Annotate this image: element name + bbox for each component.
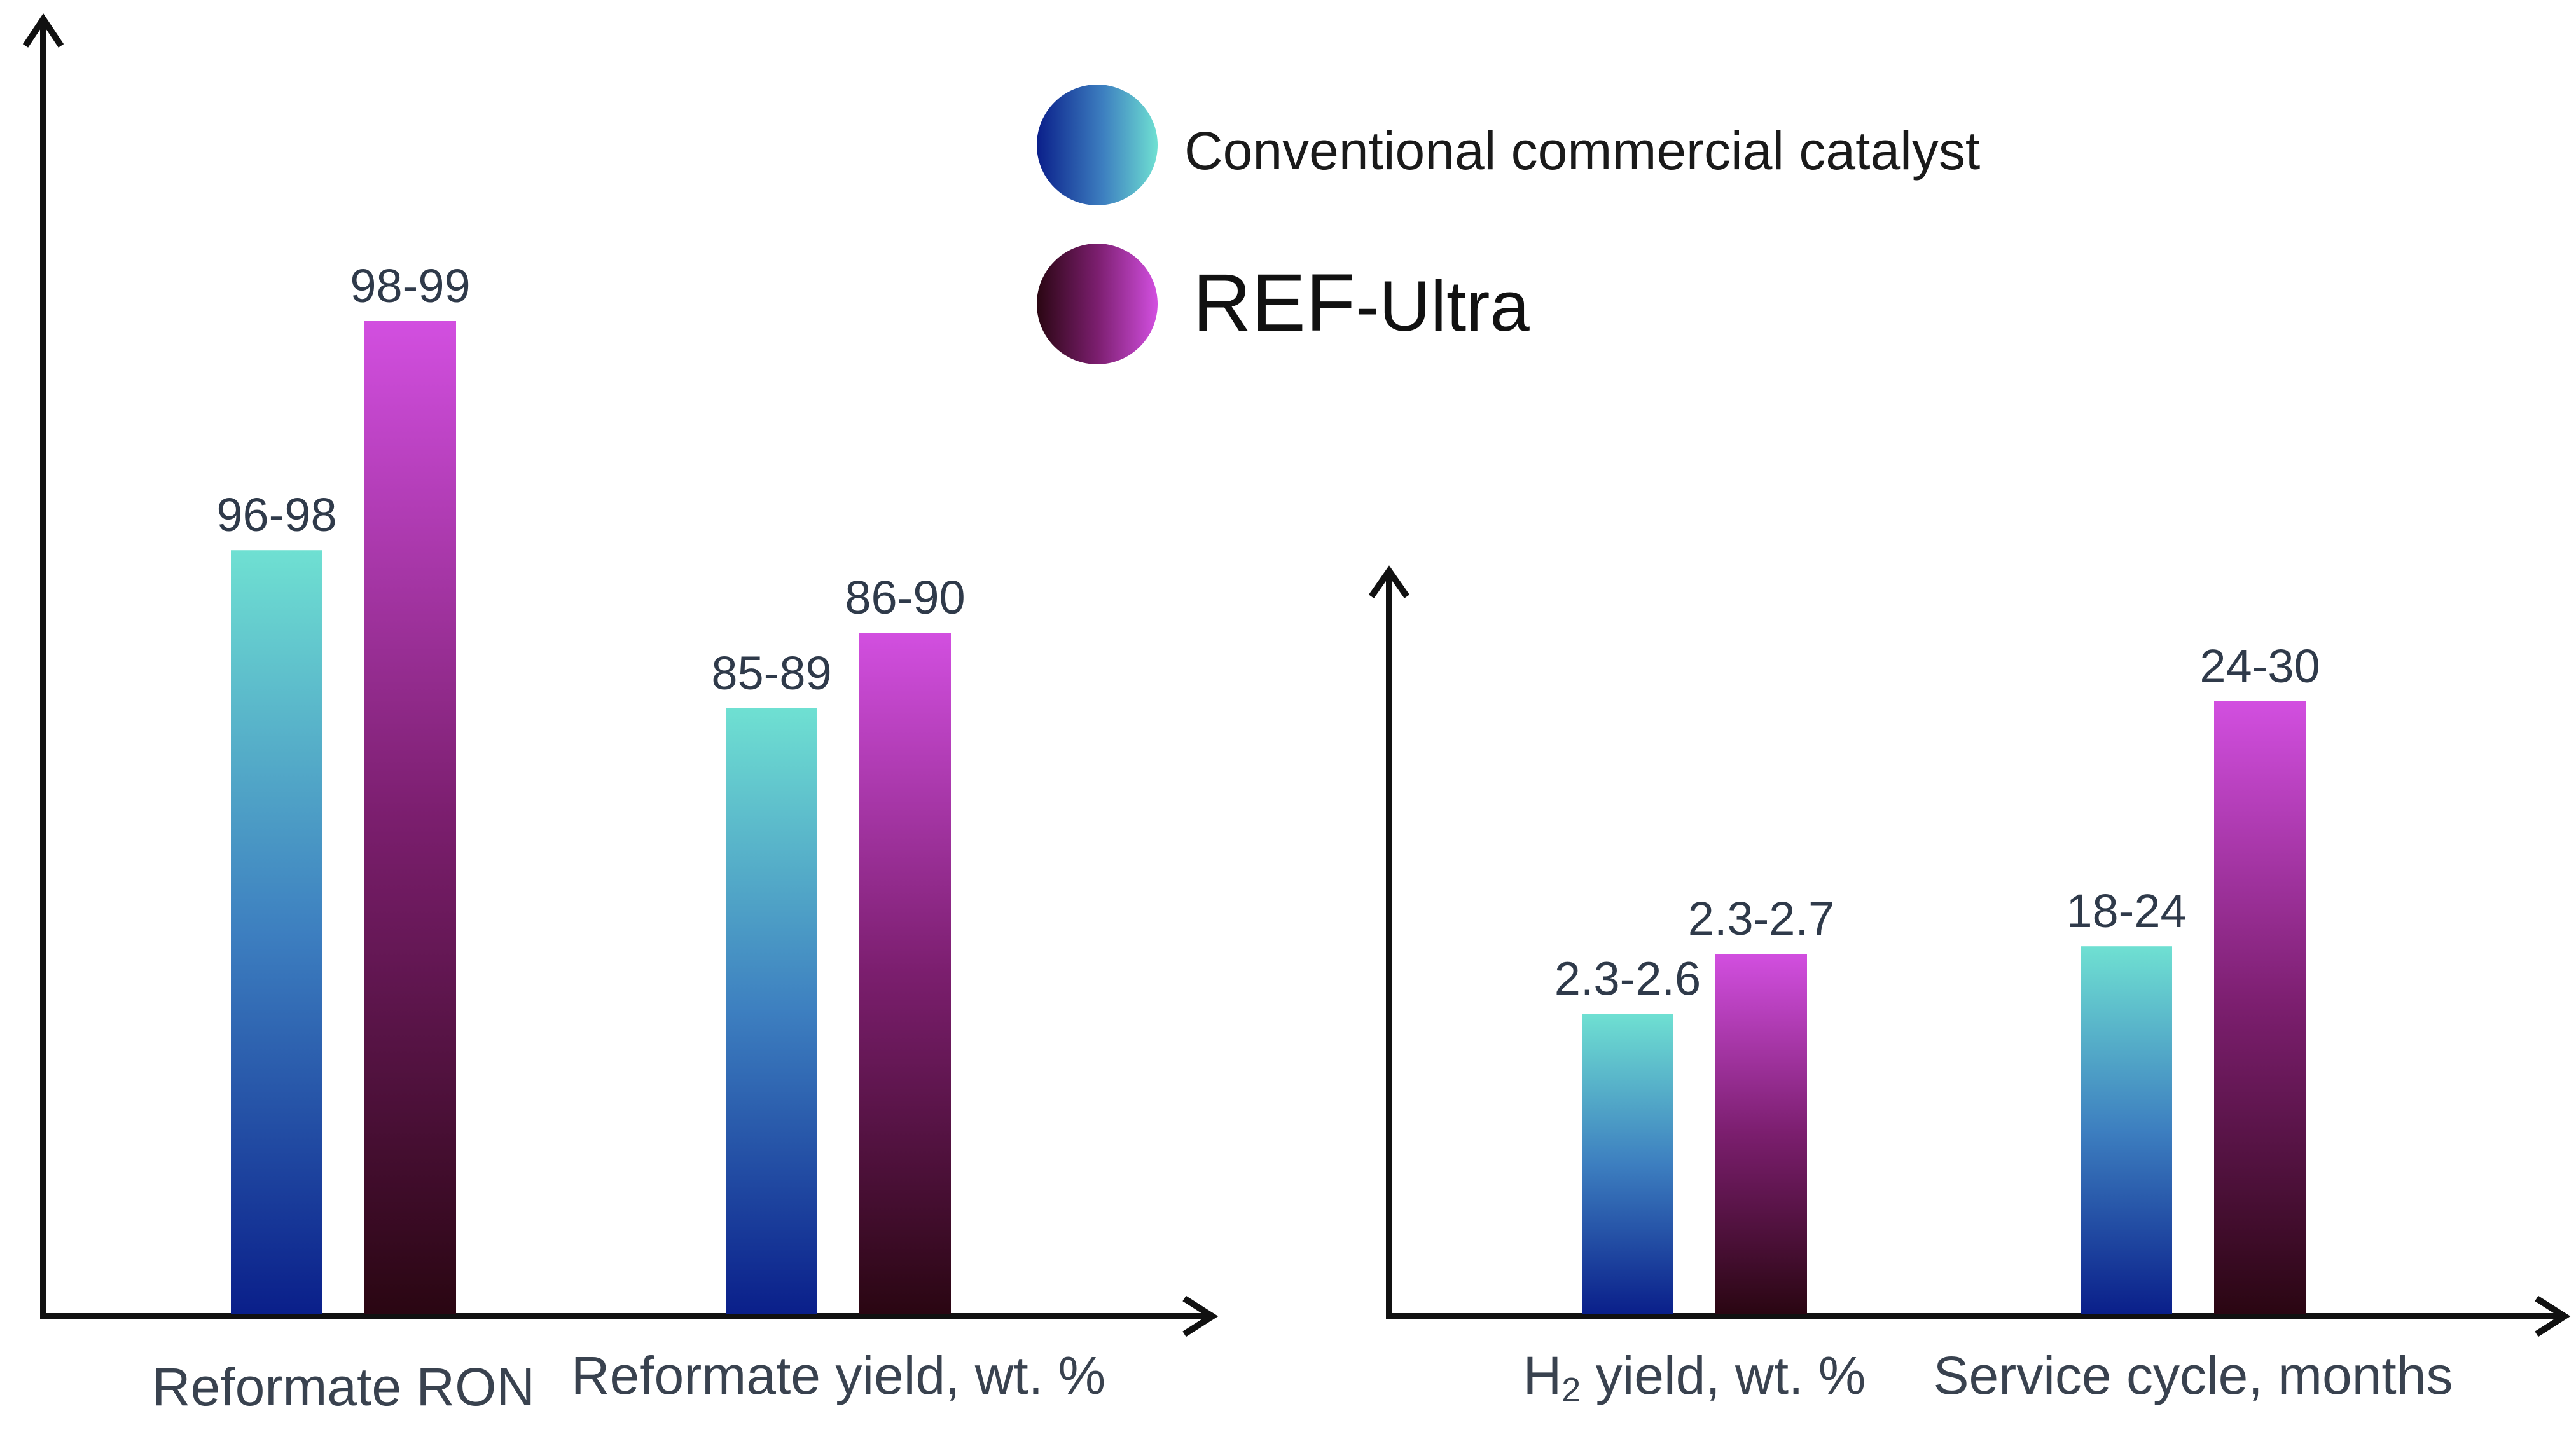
bar-reformate-ron-conventional: [231, 550, 322, 1314]
legend-swatch-conventional: [1037, 85, 1158, 205]
legend-label-ultra: -Ultra: [1355, 266, 1530, 346]
data-label-service-cycle-months-conventional: 18-24: [2066, 885, 2186, 937]
data-label-reformate-ron-conventional: 96-98: [216, 488, 336, 541]
data-label-service-cycle-months-ref-ultra: 24-30: [2199, 640, 2320, 692]
category-label-service-cycle-months: Service cycle, months: [1934, 1346, 2453, 1405]
bar-reformate-yield-wt-ref-ultra: [859, 633, 951, 1314]
bar-h2-yield-wt-ref-ultra: [1715, 954, 1807, 1314]
bar-service-cycle-months-ref-ultra: [2214, 701, 2306, 1314]
right-x-axis-arrow: [2535, 1295, 2571, 1337]
legend-label-ref: REF: [1193, 258, 1355, 348]
legend-label-ref-ultra: REF-Ultra: [1193, 258, 1530, 348]
right-axes: [1368, 565, 2571, 1337]
left-x-axis-arrow: [1182, 1295, 1219, 1337]
bars-layer: [231, 321, 2306, 1314]
category-label-h2-yield-wt: H2 yield, wt. %: [1523, 1346, 1866, 1409]
bar-service-cycle-months-conventional: [2081, 946, 2172, 1314]
bar-reformate-yield-wt-conventional: [726, 708, 817, 1314]
data-label-reformate-yield-wt-ref-ultra: 86-90: [845, 571, 965, 624]
data-label-reformate-yield-wt-conventional: 85-89: [711, 647, 831, 699]
left-y-axis-arrow: [22, 13, 64, 48]
category-label-reformate-ron: Reformate RON: [152, 1357, 535, 1417]
category-label-reformate-yield-wt: Reformate yield, wt. %: [571, 1346, 1105, 1405]
legend: Conventional commercial catalyst REF-Ult…: [1037, 85, 1980, 364]
bar-h2-yield-wt-conventional: [1582, 1014, 1673, 1314]
data-label-h2-yield-wt-conventional: 2.3-2.6: [1555, 952, 1701, 1005]
right-y-axis-arrow: [1368, 565, 1410, 598]
data-label-reformate-ron-ref-ultra: 98-99: [350, 259, 470, 312]
legend-swatch-ref-ultra: [1037, 244, 1158, 364]
data-label-h2-yield-wt-ref-ultra: 2.3-2.7: [1688, 892, 1834, 945]
left-axes: [22, 13, 1219, 1337]
labels-layer: 96-98 98-99 Reformate RON 85-89 86-90 Reforma…: [152, 259, 2453, 1417]
bar-reformate-ron-ref-ultra: [364, 321, 456, 1314]
legend-label-conventional: Conventional commercial catalyst: [1184, 121, 1980, 181]
